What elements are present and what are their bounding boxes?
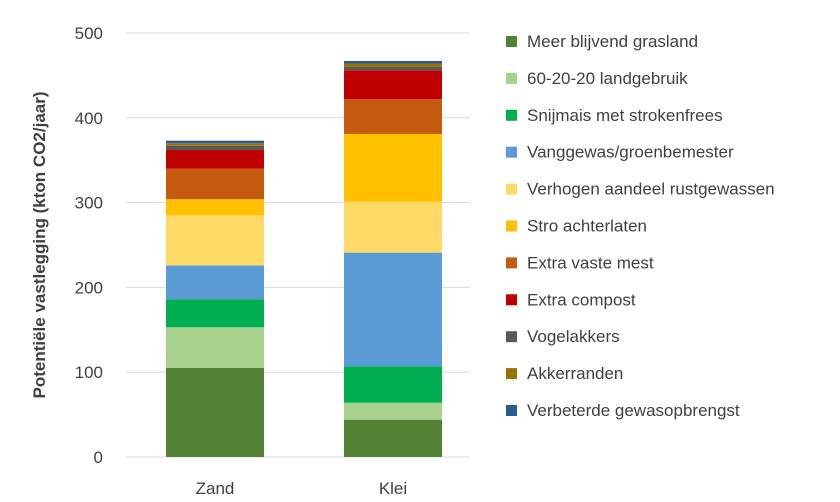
bar-segment bbox=[166, 145, 264, 151]
legend-label: Vogelakkers bbox=[527, 327, 620, 346]
bar-segment bbox=[166, 199, 264, 216]
bar-segment bbox=[166, 140, 264, 144]
legend-label: Extra vaste mest bbox=[527, 253, 654, 272]
legend-item: Vanggewas/groenbemester bbox=[506, 143, 734, 162]
bar-segment bbox=[344, 366, 442, 403]
legend-label: Verhogen aandeel rustgewassen bbox=[527, 180, 775, 199]
legend-item: Verhogen aandeel rustgewassen bbox=[506, 180, 775, 199]
x-axis-ticks: Zand Klei bbox=[196, 479, 408, 498]
y-tick-label: 500 bbox=[75, 24, 103, 43]
y-tick-label: 100 bbox=[75, 363, 103, 382]
legend-label: Extra compost bbox=[527, 290, 636, 309]
legend-swatch bbox=[506, 146, 517, 158]
x-tick-label: Zand bbox=[196, 479, 235, 498]
legend-swatch bbox=[506, 368, 517, 380]
legend: Meer blijvend grasland 60-20-20 landgebru… bbox=[506, 32, 775, 420]
bar-segment bbox=[344, 63, 442, 67]
legend-label: 60-20-20 landgebruik bbox=[527, 69, 688, 88]
legend-label: Stro achterlaten bbox=[527, 217, 647, 236]
bar-segment bbox=[344, 402, 442, 420]
bar-segment bbox=[344, 99, 442, 134]
y-axis-label: Potentiële vastlegging (kton CO2/jaar) bbox=[30, 91, 49, 398]
bar-segment bbox=[166, 367, 264, 457]
legend-label: Meer blijvend grasland bbox=[527, 32, 698, 51]
bar-segment bbox=[166, 143, 264, 146]
legend-swatch bbox=[506, 109, 517, 121]
bar-segment bbox=[344, 252, 442, 367]
legend-item: Akkerranden bbox=[506, 364, 623, 383]
y-tick-label: 300 bbox=[75, 194, 103, 213]
legend-item: Verbeterde gewasopbrengst bbox=[506, 401, 740, 420]
legend-item: 60-20-20 landgebruik bbox=[506, 69, 688, 88]
bar-segment bbox=[344, 70, 442, 100]
bar-segment bbox=[166, 265, 264, 300]
legend-item: Extra compost bbox=[506, 290, 636, 309]
legend-label: Verbeterde gewasopbrengst bbox=[527, 401, 740, 420]
bar-segment bbox=[344, 419, 442, 457]
bar-segment bbox=[166, 215, 264, 266]
legend-item: Meer blijvend grasland bbox=[506, 32, 698, 51]
legend-swatch bbox=[506, 294, 517, 306]
y-tick-label: 0 bbox=[94, 448, 103, 467]
legend-swatch bbox=[506, 331, 517, 343]
legend-item: Snijmais met strokenfrees bbox=[506, 106, 723, 125]
legend-swatch bbox=[506, 36, 517, 47]
legend-item: Extra vaste mest bbox=[506, 253, 654, 272]
bar-segment bbox=[166, 299, 264, 328]
legend-label: Vanggewas/groenbemester bbox=[527, 143, 734, 162]
legend-swatch bbox=[506, 183, 517, 195]
legend-label: Snijmais met strokenfrees bbox=[527, 106, 723, 125]
y-axis-ticks: 0 100 200 300 400 500 bbox=[75, 24, 103, 467]
y-tick-label: 200 bbox=[75, 278, 103, 297]
legend-item: Stro achterlaten bbox=[506, 217, 647, 236]
legend-swatch bbox=[506, 405, 517, 416]
legend-label: Akkerranden bbox=[527, 364, 623, 383]
x-tick-label: Klei bbox=[379, 479, 407, 498]
bar-segment bbox=[344, 66, 442, 71]
y-tick-label: 400 bbox=[75, 109, 103, 128]
bar-segment bbox=[166, 327, 264, 368]
bars bbox=[166, 60, 442, 457]
bar-segment bbox=[344, 201, 442, 253]
bar-segment bbox=[166, 150, 264, 169]
bar-segment bbox=[344, 60, 442, 64]
legend-item: Vogelakkers bbox=[506, 327, 620, 346]
legend-swatch bbox=[506, 257, 517, 269]
legend-swatch bbox=[506, 72, 517, 84]
bar-segment bbox=[166, 168, 264, 200]
bar-segment bbox=[344, 133, 442, 202]
legend-swatch bbox=[506, 220, 517, 232]
